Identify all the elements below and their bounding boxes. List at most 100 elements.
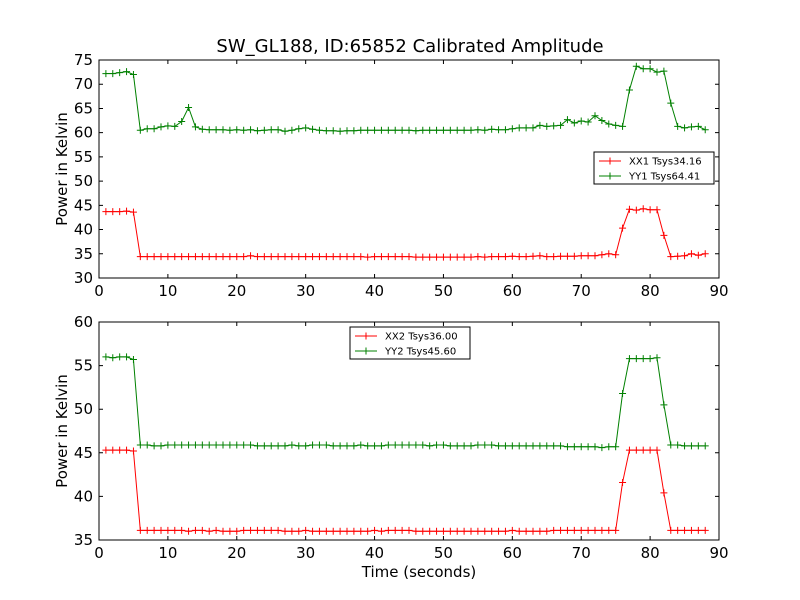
data-point — [439, 126, 447, 134]
data-point — [412, 441, 420, 449]
data-point — [136, 441, 144, 449]
y-tick-label: 45 — [74, 196, 93, 214]
data-point — [302, 124, 310, 132]
data-point — [143, 125, 151, 133]
data-point — [219, 126, 227, 134]
data-point — [577, 443, 585, 451]
data-point — [198, 441, 206, 449]
data-point — [550, 253, 558, 261]
legend-marker — [606, 172, 614, 180]
data-point — [453, 527, 461, 535]
data-point — [219, 253, 227, 261]
data-point — [646, 355, 654, 363]
data-point — [687, 526, 695, 534]
plot-frame — [98, 321, 720, 541]
data-point — [591, 112, 599, 120]
data-point — [536, 442, 544, 450]
data-point — [322, 441, 330, 449]
data-point — [653, 68, 661, 76]
data-point — [247, 441, 255, 449]
data-point — [681, 124, 689, 132]
data-point — [674, 441, 682, 449]
data-point — [116, 208, 124, 216]
data-point — [687, 250, 695, 258]
data-point — [185, 527, 193, 535]
data-point — [398, 441, 406, 449]
data-point — [598, 251, 606, 259]
data-point — [460, 442, 468, 450]
data-point — [315, 126, 323, 134]
data-point — [302, 253, 310, 261]
data-point — [350, 527, 358, 535]
data-point — [508, 125, 516, 133]
data-point — [212, 526, 220, 534]
data-point — [522, 253, 530, 261]
data-point — [253, 526, 261, 534]
data-point — [591, 252, 599, 260]
data-point — [240, 253, 248, 261]
data-point — [577, 252, 585, 260]
data-point — [495, 126, 503, 134]
data-point — [529, 252, 537, 260]
data-point — [267, 442, 275, 450]
y-axis-label: Power in Kelvin — [53, 374, 71, 488]
data-point — [109, 70, 117, 78]
data-point — [439, 441, 447, 449]
data-point — [164, 526, 172, 534]
data-point — [116, 353, 124, 361]
x-tick-label: 40 — [365, 282, 384, 300]
data-point — [605, 250, 613, 258]
data-point — [329, 253, 337, 261]
data-point — [157, 253, 165, 261]
data-point — [157, 123, 165, 131]
legend-label: YY1 Tsys64.41 — [628, 172, 700, 183]
x-tick-label: 20 — [227, 282, 246, 300]
x-tick-label: 80 — [641, 544, 660, 562]
x-tick-label: 80 — [641, 282, 660, 300]
data-point — [164, 253, 172, 261]
data-point — [639, 446, 647, 454]
data-point — [653, 354, 661, 362]
data-point — [481, 126, 489, 134]
data-point — [309, 125, 317, 133]
data-point — [357, 126, 365, 134]
data-point — [371, 126, 379, 134]
data-point — [377, 442, 385, 450]
x-tick-label: 60 — [503, 282, 522, 300]
data-point — [357, 253, 365, 261]
data-point — [377, 253, 385, 261]
data-point — [495, 527, 503, 535]
legend-box — [593, 151, 715, 185]
data-point — [433, 527, 441, 535]
data-point — [336, 253, 344, 261]
data-point — [543, 442, 551, 450]
data-point — [391, 526, 399, 534]
data-point — [123, 207, 131, 215]
bottom-plot: 0 10 20 30 40 50 60 70 80 90 35 40 45 50 55 60 Power in … — [53, 313, 729, 581]
data-point — [605, 526, 613, 534]
data-point — [563, 526, 571, 534]
data-point — [577, 526, 585, 534]
data-point — [226, 527, 234, 535]
data-point — [281, 527, 289, 535]
data-point — [198, 125, 206, 133]
data-point — [570, 119, 578, 127]
data-point — [364, 527, 372, 535]
data-point — [625, 205, 633, 213]
data-point — [426, 126, 434, 134]
data-point — [433, 441, 441, 449]
data-point — [129, 208, 137, 216]
data-point — [102, 446, 110, 454]
data-point — [405, 253, 413, 261]
data-point — [364, 126, 372, 134]
data-point — [515, 124, 523, 132]
data-point — [419, 527, 427, 535]
data-point — [674, 526, 682, 534]
data-point — [260, 126, 268, 134]
data-point — [625, 446, 633, 454]
data-point — [536, 121, 544, 129]
data-point — [639, 65, 647, 73]
data-point — [288, 441, 296, 449]
legend-label: XX2 Tsys36.00 — [385, 332, 458, 343]
